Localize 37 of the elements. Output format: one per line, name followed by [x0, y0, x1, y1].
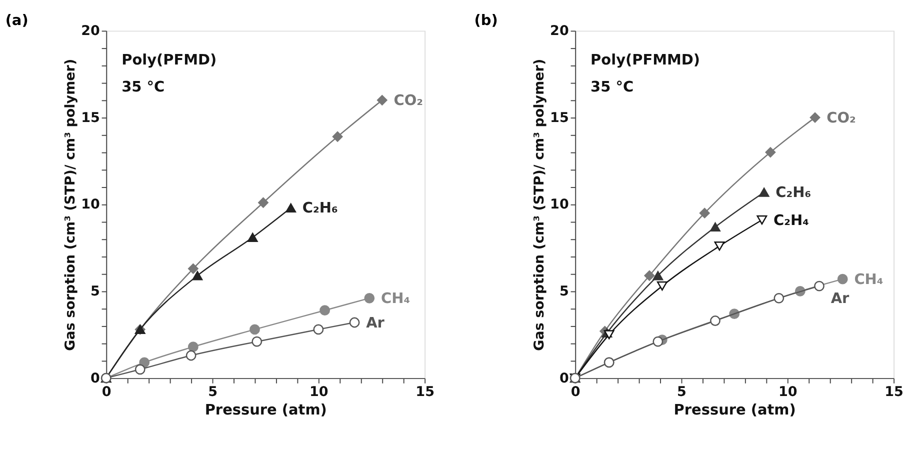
annotation: Poly(PFMMD): [590, 52, 700, 68]
annotation: 35 °C: [122, 79, 165, 96]
series-label: C₂H₆: [302, 200, 338, 217]
series-label: C₂H₆: [776, 185, 812, 202]
x-tick-label: 15: [884, 384, 904, 400]
y-tick-label: 15: [550, 110, 569, 126]
x-tick-label: 10: [310, 384, 328, 400]
x-tick-label: 5: [677, 384, 686, 400]
x-tick-label: 5: [208, 384, 218, 400]
x-tick-label: 15: [416, 384, 434, 400]
chart-title: (b): [474, 12, 498, 29]
y-axis-title: Gas sorption (cm³ (STP)/ cm³ polymer): [531, 58, 548, 351]
annotation: 35 °C: [590, 79, 634, 96]
x-tick-label: 0: [102, 384, 112, 400]
x-axis-title: Pressure (atm): [204, 402, 327, 418]
y-tick-label: 10: [550, 196, 569, 213]
x-axis-title: Pressure (atm): [674, 402, 796, 418]
series-label: CH₄: [380, 291, 410, 308]
y-tick-label: 0: [559, 370, 569, 386]
y-tick-label: 20: [550, 23, 569, 40]
chart-title: (a): [5, 12, 28, 29]
y-tick-label: 5: [90, 284, 100, 300]
y-tick-label: 5: [559, 284, 569, 300]
annotation: Poly(PFMD): [122, 52, 217, 68]
y-tick-label: 15: [81, 110, 100, 126]
y-tick-label: 0: [90, 370, 100, 386]
series-label: C₂H₄: [774, 212, 809, 229]
series-label: CH₄: [854, 272, 884, 288]
series-label: Ar: [830, 291, 850, 308]
x-tick-label: 10: [778, 384, 798, 400]
series-label: Ar: [366, 315, 386, 332]
y-tick-label: 10: [81, 196, 100, 213]
y-axis-title: Gas sorption (cm³ (STP)/ cm³ polymer): [62, 58, 78, 351]
series-label: CO₂: [826, 110, 856, 126]
series-label: CO₂: [394, 92, 423, 109]
y-tick-label: 20: [81, 23, 100, 40]
x-tick-label: 0: [570, 384, 580, 400]
